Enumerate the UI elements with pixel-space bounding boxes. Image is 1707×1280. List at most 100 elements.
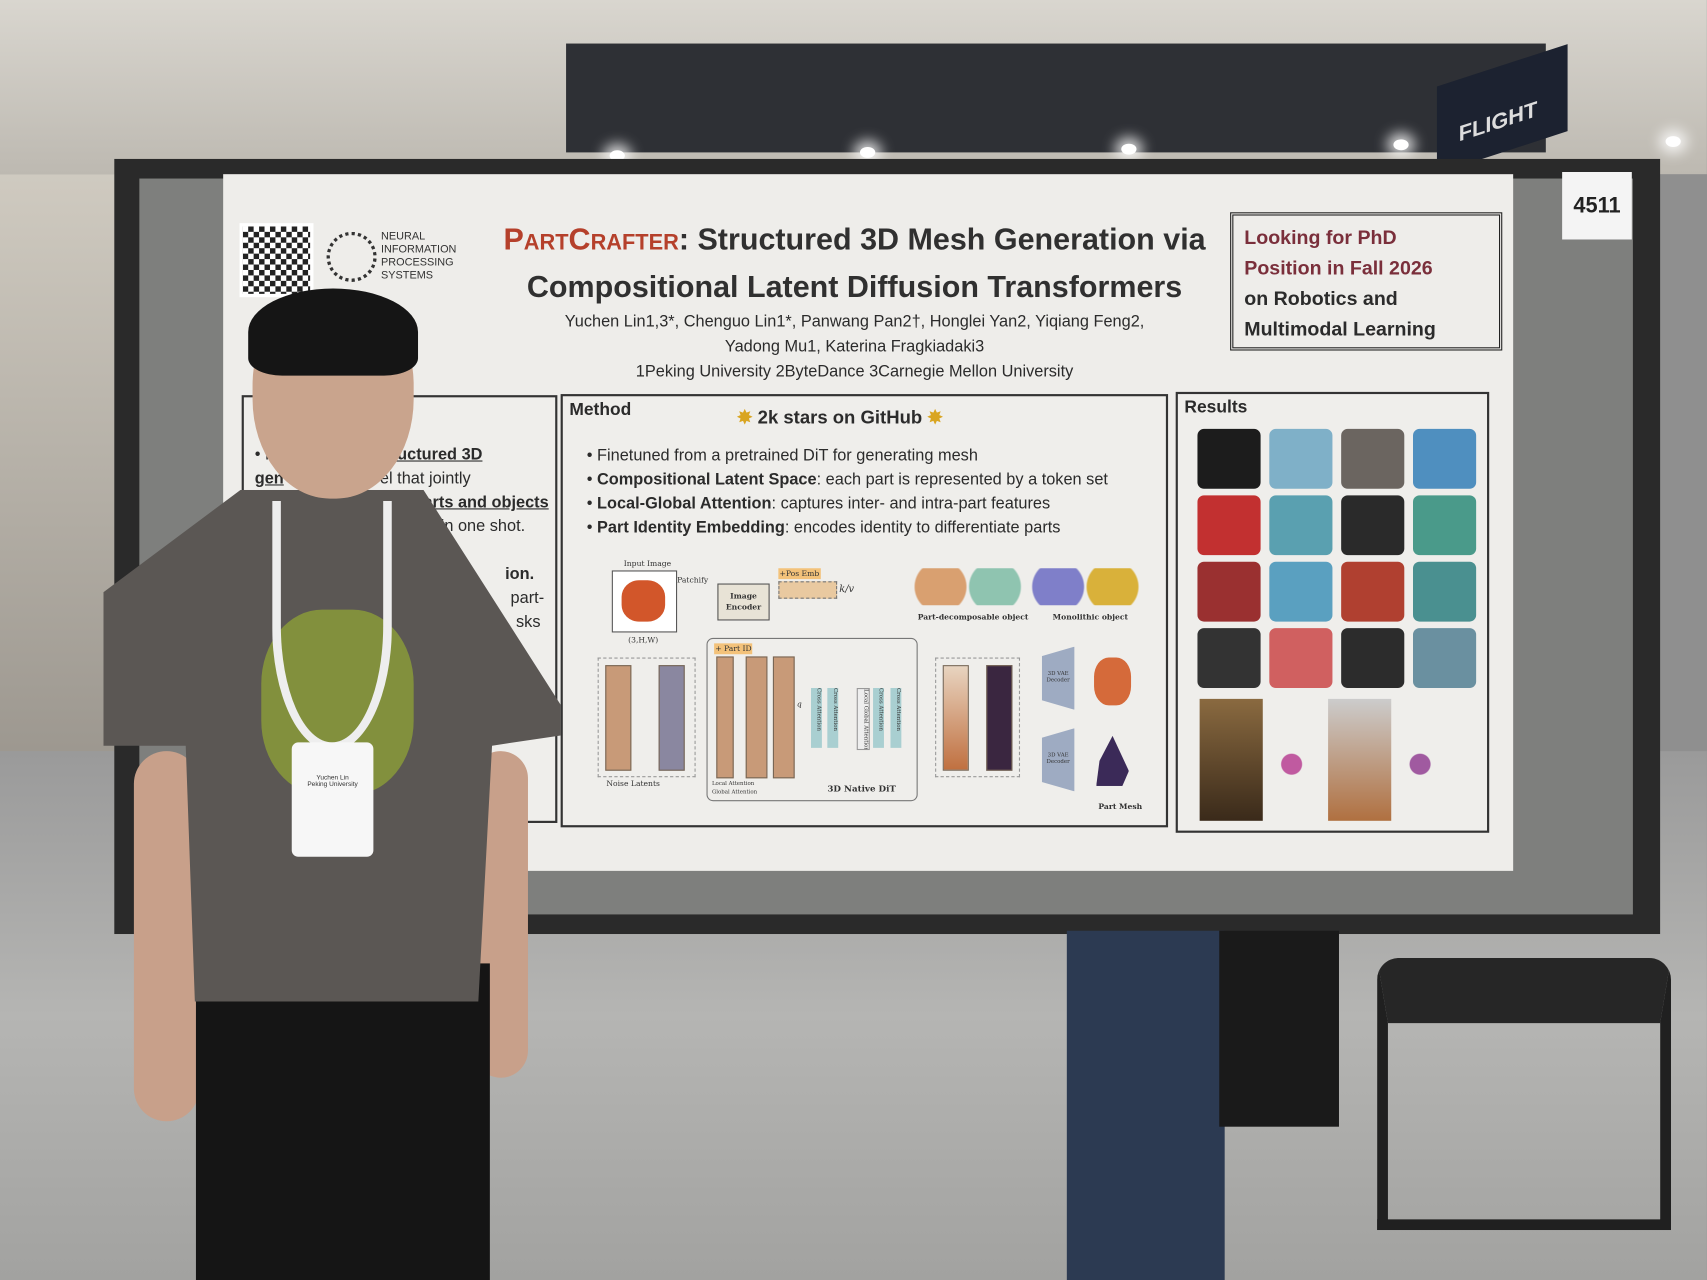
logo-text: NEURAL INFORMATION PROCESSING SYSTEMS xyxy=(381,230,457,282)
token-column xyxy=(716,656,734,779)
github-stars: ✸ 2k stars on GitHub ✸ xyxy=(737,407,943,429)
fragment: part- xyxy=(510,588,545,608)
bullet-text: : captures inter- and intra-part feature… xyxy=(771,494,1051,513)
bullet: • Part Identity Embedding: encodes ident… xyxy=(586,518,1061,537)
person-hair xyxy=(248,288,419,376)
bullet-bold: Local-Global Attention xyxy=(597,494,772,513)
label-patchify: Patchify xyxy=(677,575,709,585)
method-heading: Method xyxy=(569,400,632,420)
result-scythe xyxy=(1413,561,1477,622)
result-shirt xyxy=(1341,495,1405,556)
noise-latents xyxy=(597,657,696,778)
label-local-attention: Local Attention xyxy=(711,780,755,788)
recruit-line: on Robotics and xyxy=(1244,287,1398,310)
result-scene xyxy=(1199,698,1263,821)
result-lego-figure xyxy=(1269,428,1333,489)
results-heading: Results xyxy=(1184,398,1248,417)
name-badge: Yuchen Lin Peking University xyxy=(291,742,374,857)
star-icon: ✸ xyxy=(736,407,753,428)
label-q: q xyxy=(796,699,802,709)
badge-affiliation: Peking University xyxy=(307,781,358,789)
part-mesh-preview xyxy=(1096,735,1129,786)
fragment: gen xyxy=(254,469,284,488)
fragment: ion. xyxy=(505,564,535,584)
label-input-shape: (3,H,W) xyxy=(628,635,659,645)
lanyard xyxy=(272,500,392,752)
fragment: tructured 3D xyxy=(385,445,483,464)
person-pants xyxy=(195,963,490,1280)
ceiling-opening xyxy=(566,43,1546,153)
poster-title: PartCrafter: Structured 3D Mesh Generati… xyxy=(474,216,1236,312)
result-car xyxy=(1197,495,1261,556)
latent-column xyxy=(658,665,685,771)
result-crab xyxy=(1269,561,1333,622)
result-house xyxy=(1413,495,1477,556)
fragment: el that jointly xyxy=(379,469,471,488)
star-icon: ✸ xyxy=(927,407,943,428)
title-line1: : Structured 3D Mesh Generation via xyxy=(678,222,1206,256)
github-stars-text: 2k stars on GitHub xyxy=(757,407,923,428)
image-encoder-block: Image Encoder xyxy=(717,583,770,621)
architecture-diagram: Input Image (3,H,W) Patchify Image Encod… xyxy=(563,396,1170,829)
label-part-id: + Part ID xyxy=(714,643,753,655)
dit-block: + Part ID q Cross Attention Cross Attent… xyxy=(706,637,918,802)
label-part-mesh: Part Mesh xyxy=(1098,801,1143,812)
label-kv: k/v xyxy=(839,584,855,596)
label-global-attention: Global Attention xyxy=(711,789,758,796)
denoised-latents xyxy=(935,657,1021,778)
neurips-logo: NEURAL INFORMATION PROCESSING SYSTEMS xyxy=(326,226,469,286)
result-chair xyxy=(1341,428,1405,489)
local-attention-column xyxy=(745,656,768,779)
ceiling-light xyxy=(1393,139,1409,151)
label-part-decomposable: Part-decomposable object xyxy=(917,611,1029,622)
vae-decoder-block: 3D VAE Decoder xyxy=(1041,646,1075,710)
ceiling-light xyxy=(859,146,876,158)
bullet: • Compositional Latent Space: each part … xyxy=(586,470,1108,489)
result-chair xyxy=(1413,428,1477,489)
result-gun xyxy=(1197,628,1261,688)
bullet-bold: Part Identity Embedding xyxy=(597,518,785,537)
recruit-box: Looking for PhD Position in Fall 2026 on… xyxy=(1230,212,1503,351)
label-monolithic: Monolithic object xyxy=(1052,611,1129,622)
title-brand: PartCrafter xyxy=(503,222,679,256)
cross-attention-block: Cross Attention xyxy=(873,687,884,748)
visitor-legs xyxy=(1066,930,1225,1280)
ceiling-light xyxy=(609,150,625,162)
badge-name: Yuchen Lin xyxy=(316,775,349,782)
result-darth-vader xyxy=(1197,428,1261,489)
result-car xyxy=(1269,495,1333,556)
result-dinosaur xyxy=(1413,628,1477,688)
results-grid xyxy=(1197,428,1478,688)
booth-number: 4511 xyxy=(1562,171,1632,240)
result-scythe xyxy=(1341,561,1405,622)
authors-line2: Yadong Mu1, Katerina Fragkiadaki3 xyxy=(724,337,985,356)
part-decomposable-examples xyxy=(913,568,1023,606)
visitor-legs xyxy=(1219,930,1339,1127)
cross-attention-block: Cross Attention xyxy=(890,687,902,748)
cross-attention-block: Cross Attention xyxy=(811,687,822,748)
input-image xyxy=(611,570,678,633)
hall-background xyxy=(0,174,120,763)
bullet: • Finetuned from a pretrained DiT for ge… xyxy=(586,446,978,465)
bullet-text: : each part is represented by a token se… xyxy=(816,470,1108,489)
vae-decoder-block: 3D VAE Decoder xyxy=(1041,728,1075,792)
title-line2: Compositional Latent Diffusion Transform… xyxy=(526,269,1183,304)
local-global-attention-block: Local Global Attention xyxy=(856,687,870,751)
latent-column xyxy=(986,665,1013,771)
folding-chair xyxy=(1377,957,1672,1231)
neurips-logo-mark xyxy=(326,231,377,282)
label-pos-emb: +Pos Emb xyxy=(778,568,821,580)
part-mesh-preview xyxy=(1094,657,1132,706)
recruit-line: Multimodal Learning xyxy=(1244,317,1436,340)
label-input-image: Input Image xyxy=(623,559,672,569)
image-tokens xyxy=(778,581,838,599)
results-box: Results xyxy=(1175,391,1490,833)
result-scene xyxy=(1328,698,1392,821)
qr-code xyxy=(239,223,314,298)
ceiling-light xyxy=(1665,136,1681,147)
result-crab xyxy=(1197,561,1261,622)
result-dinosaur xyxy=(1341,628,1405,688)
authors: Yuchen Lin1,3*, Chenguo Lin1*, Panwang P… xyxy=(474,309,1236,384)
result-gun xyxy=(1269,628,1333,688)
result-scene-parts xyxy=(1395,720,1445,808)
